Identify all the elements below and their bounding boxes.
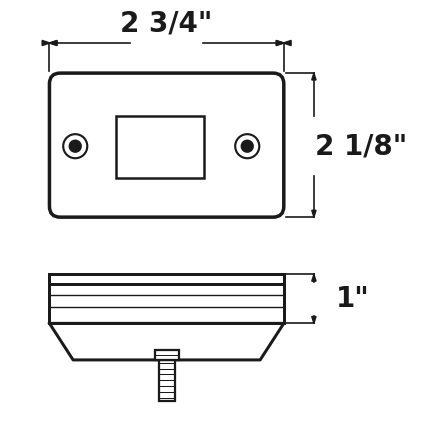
Circle shape: [242, 141, 253, 152]
Text: 1": 1": [336, 285, 369, 313]
Polygon shape: [312, 73, 316, 80]
Bar: [159, 360, 175, 401]
Polygon shape: [283, 40, 291, 46]
Polygon shape: [49, 40, 57, 46]
Polygon shape: [312, 274, 316, 281]
Polygon shape: [312, 316, 316, 323]
Polygon shape: [312, 210, 316, 217]
Bar: [49, 274, 284, 284]
Polygon shape: [42, 40, 50, 46]
Polygon shape: [277, 41, 284, 45]
Polygon shape: [49, 323, 284, 360]
Polygon shape: [49, 41, 56, 45]
Polygon shape: [276, 40, 284, 46]
Circle shape: [70, 141, 81, 152]
Bar: [155, 350, 179, 360]
Bar: [49, 284, 284, 323]
FancyBboxPatch shape: [49, 73, 284, 217]
Text: 2 3/4": 2 3/4": [120, 9, 212, 38]
Text: 2 1/8": 2 1/8": [315, 132, 407, 160]
Bar: [116, 116, 204, 178]
